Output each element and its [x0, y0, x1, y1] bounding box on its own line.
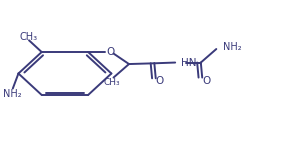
Text: O: O — [202, 76, 210, 86]
Text: CH₃: CH₃ — [20, 32, 38, 42]
Text: NH₂: NH₂ — [3, 89, 22, 99]
Text: NH₂: NH₂ — [223, 42, 241, 52]
Text: O: O — [107, 47, 115, 57]
Text: O: O — [156, 76, 164, 86]
Text: HN: HN — [180, 58, 196, 67]
Text: CH₃: CH₃ — [104, 78, 120, 87]
